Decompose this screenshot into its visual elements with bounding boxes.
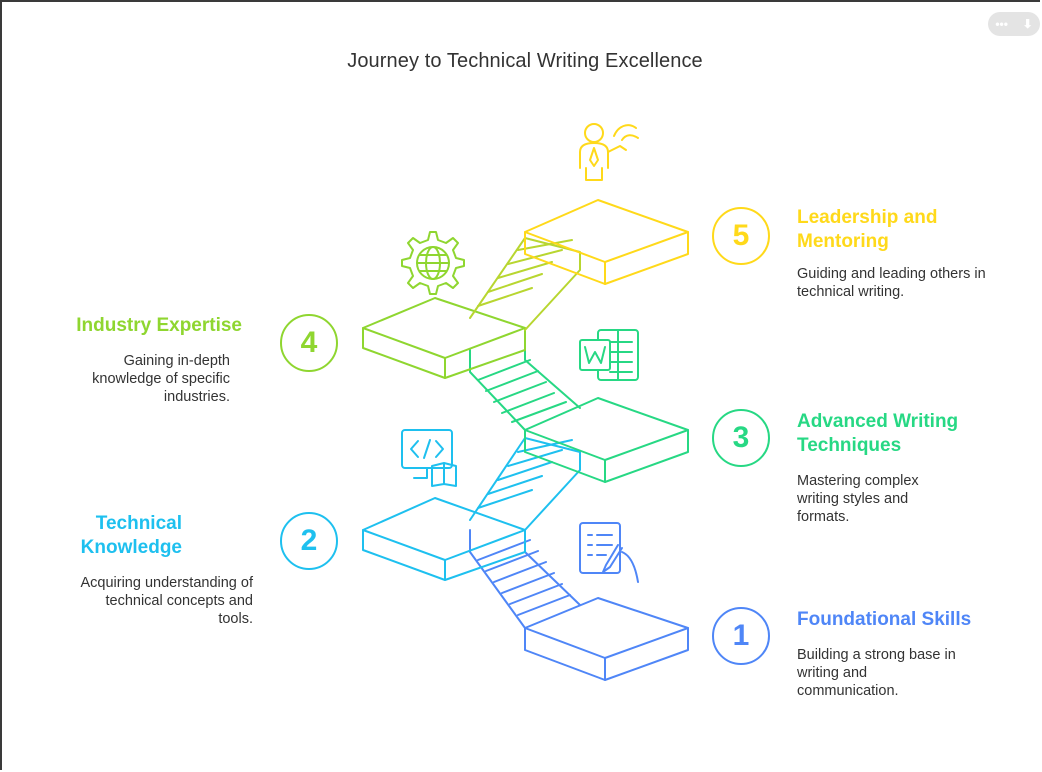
step-1-description: Building a strong base in writing and co… (797, 647, 956, 699)
step-1-number: 1 (712, 607, 770, 665)
checklist-writing-icon (579, 522, 639, 583)
step-5-description: Guiding and leading others in technical … (797, 266, 986, 300)
gear-globe-icon (401, 231, 465, 295)
step-2-heading: Technical Knowledge (80, 513, 182, 558)
step-1-heading: Foundational Skills (797, 609, 972, 630)
step-5-number: 5 (712, 207, 770, 265)
step-2-description: Acquiring understanding of technical con… (80, 575, 253, 627)
step-3-heading: Advanced Writing Techniques (797, 411, 959, 456)
toolbar: ••• ⬇ (988, 12, 1040, 36)
stairs-3-4 (469, 339, 581, 431)
platform-2 (362, 497, 526, 581)
word-document-icon (579, 329, 639, 381)
platform-3 (524, 397, 689, 483)
presenter-icon (579, 123, 639, 181)
step-4-description: Gaining in-depth knowledge of specific i… (92, 353, 230, 405)
platform-5 (524, 199, 689, 285)
step-5-heading: Leadership and Mentoring (797, 207, 938, 252)
platform-4 (362, 297, 526, 379)
step-2-number: 2 (280, 512, 338, 570)
more-icon[interactable]: ••• (995, 17, 1008, 31)
code-book-icon (401, 429, 457, 487)
step-4-heading: Industry Expertise (76, 315, 242, 336)
step-3-description: Mastering complex writing styles and for… (797, 473, 919, 525)
step-4-number: 4 (280, 314, 338, 372)
step-3-number: 3 (712, 409, 770, 467)
stairs-2-3 (469, 437, 581, 531)
page-title: Journey to Technical Writing Excellence (347, 50, 703, 72)
platform-1 (524, 597, 689, 681)
download-icon[interactable]: ⬇ (1022, 17, 1033, 31)
